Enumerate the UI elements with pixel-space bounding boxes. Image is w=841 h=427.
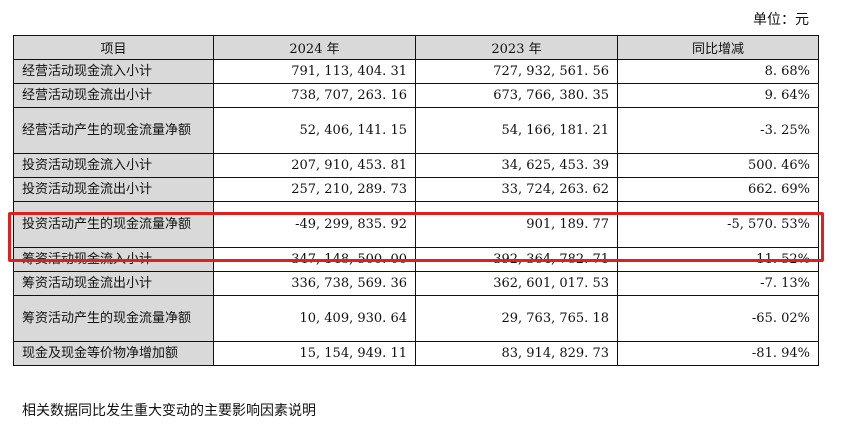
table-header-row: 项目 2024 年 2023 年 同比增减	[13, 35, 819, 60]
table-row: 经营活动产生的现金流量净额 52, 406, 141. 15 54, 166, …	[13, 107, 819, 154]
row-2024-value: 15, 154, 949. 11	[213, 341, 416, 366]
row-change-value: -65. 02%	[617, 295, 819, 342]
row-item: 投资活动产生的现金流量净额	[13, 201, 214, 248]
table-row: 筹资活动产生的现金流量净额 10, 409, 930. 64 29, 763, …	[13, 295, 819, 342]
row-2023-value: 33, 724, 263. 62	[415, 177, 618, 202]
row-2024-value: 52, 406, 141. 15	[213, 107, 416, 154]
cash-flow-table: 项目 2024 年 2023 年 同比增减 经营活动现金流入小计 791, 11…	[13, 35, 819, 366]
row-item: 投资活动现金流入小计	[13, 153, 214, 178]
row-2023-value: 727, 932, 561. 56	[415, 59, 618, 84]
row-2023-value: 392, 364, 782. 71	[415, 247, 618, 272]
unit-label: 单位：元	[753, 12, 809, 28]
table-row: 投资活动现金流出小计 257, 210, 289. 73 33, 724, 26…	[13, 177, 819, 202]
table-row: 现金及现金等价物净增加额 15, 154, 949. 11 83, 914, 8…	[13, 341, 819, 366]
row-2023-value: 34, 625, 453. 39	[415, 153, 618, 178]
row-2024-value: 336, 738, 569. 36	[213, 271, 416, 296]
row-item: 筹资活动产生的现金流量净额	[13, 295, 214, 342]
row-item: 筹资活动现金流出小计	[13, 271, 214, 296]
header-2023: 2023 年	[415, 35, 618, 60]
table-row: 投资活动现金流入小计 207, 910, 453. 81 34, 625, 45…	[13, 153, 819, 178]
row-change-value: 500. 46%	[617, 153, 819, 178]
row-change-value: 9. 64%	[617, 83, 819, 108]
row-2024-value: 738, 707, 263. 16	[213, 83, 416, 108]
row-change-value: -7. 13%	[617, 271, 819, 296]
row-2023-value: 29, 763, 765. 18	[415, 295, 618, 342]
table-row: 经营活动现金流出小计 738, 707, 263. 16 673, 766, 3…	[13, 83, 819, 108]
row-2023-value: 54, 166, 181. 21	[415, 107, 618, 154]
row-2023-value: 362, 601, 017. 53	[415, 271, 618, 296]
row-change-value: -81. 94%	[617, 341, 819, 366]
row-2023-value: 673, 766, 380. 35	[415, 83, 618, 108]
header-item: 项目	[13, 35, 214, 60]
table-row-highlighted: 投资活动产生的现金流量净额 -49, 299, 835. 92 901, 189…	[13, 201, 819, 248]
row-item: 现金及现金等价物净增加额	[13, 341, 214, 366]
row-2024-value: -49, 299, 835. 92	[213, 201, 416, 248]
row-change-value: 662. 69%	[617, 177, 819, 202]
table-row: 筹资活动现金流入小计 347, 148, 500. 00 392, 364, 7…	[13, 247, 819, 272]
row-change-value: -5, 570. 53%	[617, 201, 819, 248]
row-2024-value: 791, 113, 404. 31	[213, 59, 416, 84]
header-change: 同比增减	[617, 35, 819, 60]
row-item: 经营活动产生的现金流量净额	[13, 107, 214, 154]
row-change-value: 8. 68%	[617, 59, 819, 84]
row-2023-value: 901, 189. 77	[415, 201, 618, 248]
row-2024-value: 347, 148, 500. 00	[213, 247, 416, 272]
row-item: 投资活动现金流出小计	[13, 177, 214, 202]
row-2024-value: 10, 409, 930. 64	[213, 295, 416, 342]
row-change-value: -3. 25%	[617, 107, 819, 154]
explanation-note: 相关数据同比发生重大变动的主要影响因素说明	[22, 403, 316, 419]
table-row: 筹资活动现金流出小计 336, 738, 569. 36 362, 601, 0…	[13, 271, 819, 296]
table-row: 经营活动现金流入小计 791, 113, 404. 31 727, 932, 5…	[13, 59, 819, 84]
row-item: 经营活动现金流出小计	[13, 83, 214, 108]
row-2024-value: 207, 910, 453. 81	[213, 153, 416, 178]
row-item: 筹资活动现金流入小计	[13, 247, 214, 272]
row-change-value: -11. 52%	[617, 247, 819, 272]
header-2024: 2024 年	[213, 35, 416, 60]
row-2024-value: 257, 210, 289. 73	[213, 177, 416, 202]
row-2023-value: 83, 914, 829. 73	[415, 341, 618, 366]
row-item: 经营活动现金流入小计	[13, 59, 214, 84]
